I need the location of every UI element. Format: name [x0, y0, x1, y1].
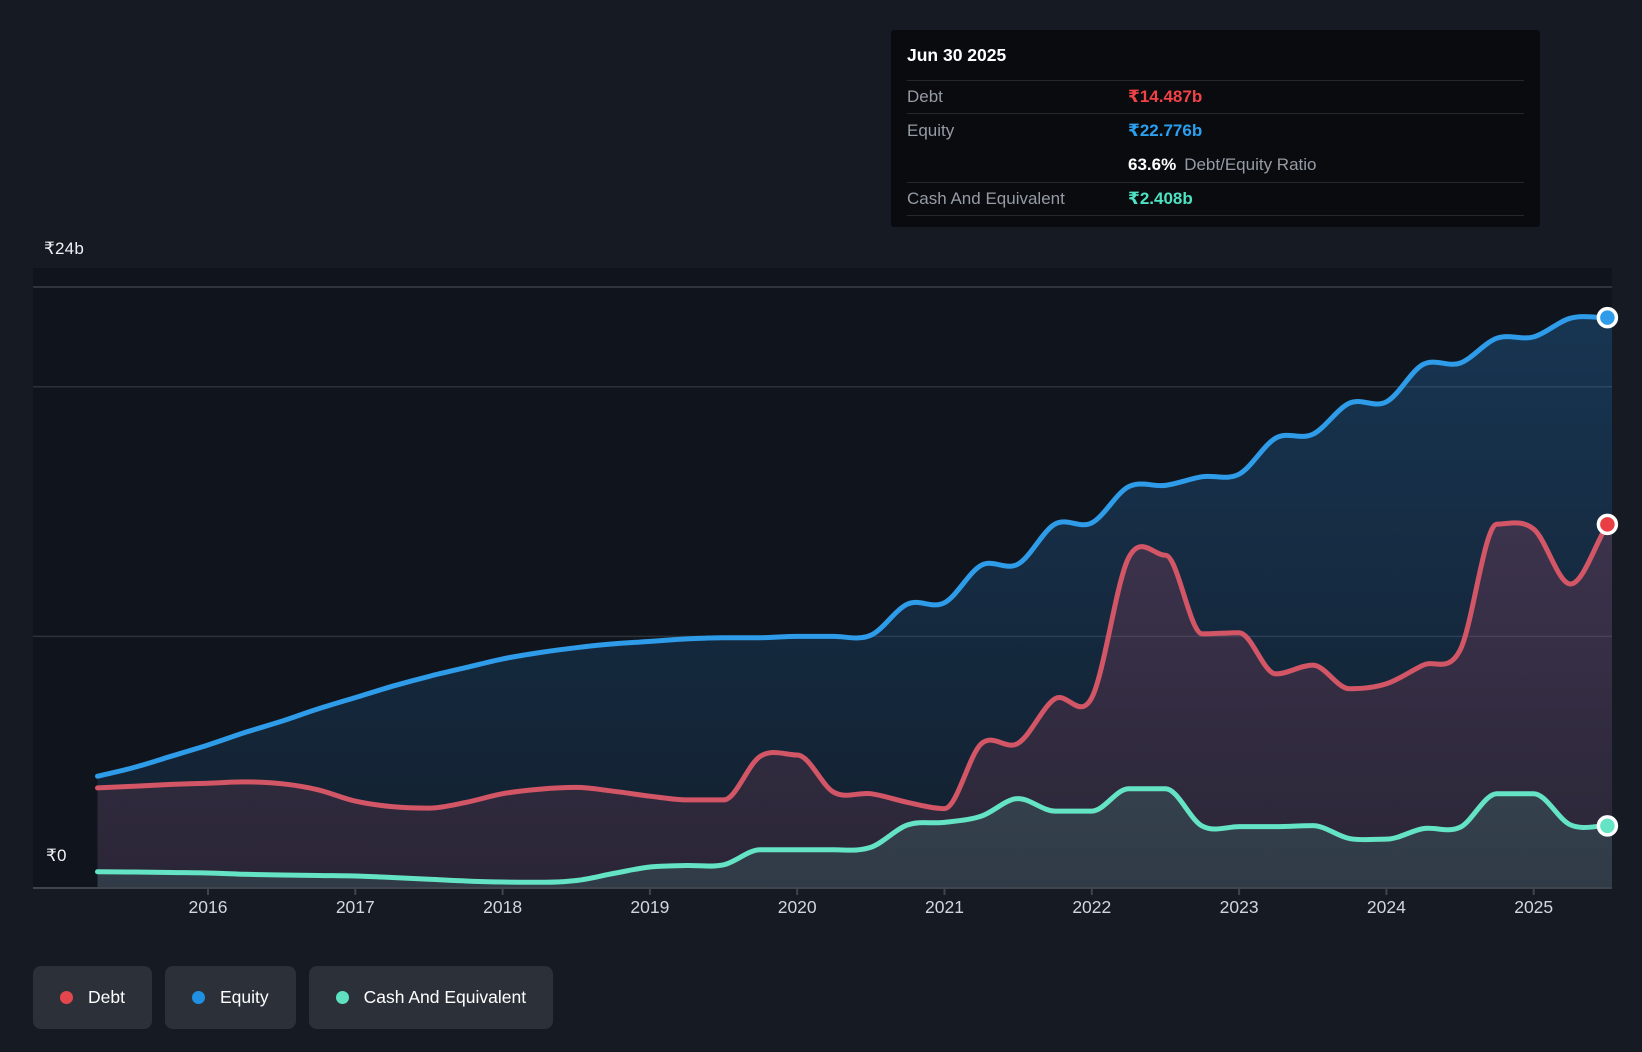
debt-line	[95, 520, 1615, 812]
tooltip-row-cash: Cash And Equivalent ₹2.408b	[907, 183, 1524, 216]
tooltip-ratio-value: 63.6%	[1128, 154, 1177, 174]
hover-tooltip-panel: Jun 30 2025 Debt ₹14.487b Equity ₹22.776…	[891, 30, 1540, 227]
legend-item-equity[interactable]: Equity	[164, 966, 296, 1029]
x-axis-label-2016: 2016	[188, 897, 228, 917]
legend-item-cash[interactable]: Cash And Equivalent	[308, 966, 554, 1029]
tooltip-equity-value: ₹22.776b	[1128, 120, 1203, 140]
equity-series-dot-icon	[191, 991, 205, 1004]
tooltip-cash-label: Cash And Equivalent	[907, 189, 1065, 208]
x-axis-label-2019: 2019	[630, 897, 670, 917]
x-axis-label-2024: 2024	[1366, 897, 1406, 917]
debt-area	[97, 522, 1612, 888]
cash-and-equivalent-end-dot[interactable]	[1596, 815, 1619, 837]
cash-series-dot-icon	[335, 991, 349, 1004]
cash-and-equivalent-line	[95, 786, 1615, 885]
x-axis-label-2021: 2021	[925, 897, 964, 917]
cash-and-equivalent-area	[97, 788, 1612, 888]
tooltip-equity-label: Equity	[907, 120, 955, 140]
equity-end-dot[interactable]	[1596, 306, 1619, 329]
legend-cash-label: Cash And Equivalent	[363, 987, 527, 1007]
x-axis-label-2025: 2025	[1514, 897, 1554, 917]
x-axis-label-2023: 2023	[1219, 897, 1259, 917]
tooltip-row-debt: Debt ₹14.487b	[907, 81, 1524, 114]
chart-legend: Debt Equity Cash And Equivalent	[33, 966, 554, 1029]
tooltip-debt-label: Debt	[907, 87, 943, 106]
y-axis-zero-label: ₹0	[46, 846, 67, 865]
x-axis-label-2017: 2017	[335, 897, 375, 917]
tooltip-ratio-label: Debt/Equity Ratio	[1184, 154, 1317, 174]
x-axis-label-2020: 2020	[777, 897, 817, 917]
legend-debt-label: Debt	[88, 987, 125, 1007]
tooltip-row-equity: Equity ₹22.776b	[907, 114, 1524, 147]
tooltip-row-ratio: 63.6% Debt/Equity Ratio	[907, 147, 1524, 183]
tooltip-cash-value: ₹2.408b	[1128, 189, 1193, 208]
x-axis-label-2022: 2022	[1072, 897, 1112, 917]
tooltip-date: Jun 30 2025	[907, 30, 1524, 81]
legend-equity-label: Equity	[219, 987, 269, 1007]
legend-item-debt[interactable]: Debt	[33, 966, 152, 1029]
debt-series-dot-icon	[60, 991, 73, 1004]
tooltip-debt-value: ₹14.487b	[1128, 87, 1203, 106]
y-axis-max-label: ₹24b	[44, 239, 84, 258]
equity-line	[95, 314, 1615, 779]
debt-end-dot[interactable]	[1596, 513, 1619, 536]
x-axis-label-2018: 2018	[483, 897, 523, 917]
